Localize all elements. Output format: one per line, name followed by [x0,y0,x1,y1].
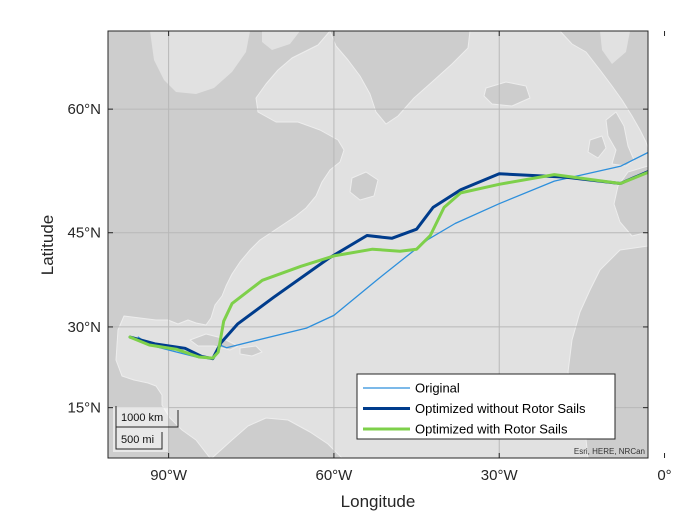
hispaniola [239,345,263,357]
y-tick-label: 60°N [67,101,101,118]
route-optimized-without-rotor-sails [128,169,648,361]
legend-label-optimized-without-rotor-sails: Optimized without Rotor Sails [415,401,586,416]
cuba [189,333,239,351]
plot-frame [107,30,649,459]
y-axis-label: Latitude [38,215,57,276]
route-original [137,151,648,360]
north-america-landmass [108,31,345,458]
route-optimized-with-rotor-sails [128,170,648,360]
routes [128,151,648,361]
hudson-bay [150,31,250,94]
basemap [108,31,648,458]
arctic-channel [262,31,300,50]
x-axis-label: Longitude [341,492,416,511]
scale-bar-mi-label: 500 mi [121,434,154,446]
south-america-landmass [211,417,343,458]
scale-bar: 1000 km 500 mi [113,406,179,452]
x-tick-label: 0° [657,467,671,484]
europe-landmass [559,31,648,149]
scandinavia-gap [600,31,630,64]
scale-bar-km-label: 1000 km [121,412,163,424]
attribution-text: Esri, HERE, NRCan [574,447,645,456]
y-tick-label: 30°N [67,319,101,336]
x-tick-label: 30°W [481,467,519,484]
newfoundland [349,171,379,201]
greenland [329,31,471,125]
axis-ticks: 90°W 60°W 30°W 0° 15°N 30°N 45°N 60°N [67,31,672,484]
iceland [483,81,531,107]
legend-label-original: Original [415,381,460,396]
scale-bar-km-line [115,406,179,428]
x-tick-label: 60°W [315,467,353,484]
legend-label-optimized-with-rotor-sails: Optimized with Rotor Sails [415,422,568,437]
legend: Original Optimized without Rotor Sails Opt… [356,373,616,440]
legend-items: Original Optimized without Rotor Sails Opt… [363,381,586,437]
y-tick-label: 15°N [67,400,101,417]
scale-bar-mi-line [115,427,163,450]
landmasses [108,31,648,458]
ireland [587,135,607,159]
x-tick-label: 90°W [150,467,188,484]
y-tick-label: 45°N [67,225,101,242]
scale-bar-background [113,407,168,452]
great-britain [605,111,635,167]
